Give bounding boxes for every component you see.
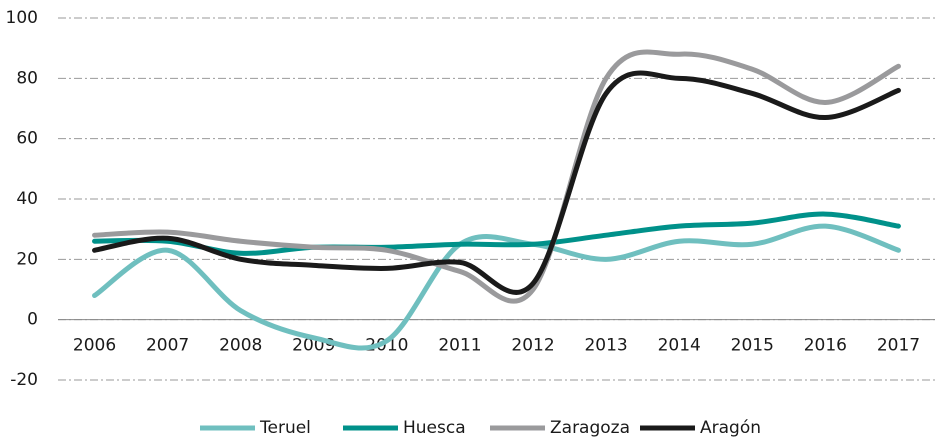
legend-label: Zaragoza <box>550 418 630 438</box>
series-line <box>92 223 901 351</box>
x-tick-label: 2014 <box>658 336 701 356</box>
x-tick-label: 2006 <box>73 336 116 356</box>
legend-label: Aragón <box>700 418 761 438</box>
y-tick-label: 0 <box>27 310 38 330</box>
x-tick-label: 2008 <box>219 336 262 356</box>
y-tick-label: 20 <box>16 249 38 269</box>
y-tick-label: 100 <box>6 8 38 28</box>
x-tick-label: 2012 <box>511 336 554 356</box>
series-line <box>92 49 901 304</box>
series-line <box>92 211 901 256</box>
y-tick-label: 60 <box>16 129 38 149</box>
legend-label: Huesca <box>403 418 466 438</box>
x-tick-label: 2016 <box>804 336 847 356</box>
y-tick-label: 80 <box>16 68 38 88</box>
x-tick-label: 2010 <box>365 336 408 356</box>
legend-label: Teruel <box>259 418 311 438</box>
x-tick-label: 2007 <box>146 336 189 356</box>
y-tick-label: 40 <box>16 189 38 209</box>
x-tick-label: 2011 <box>438 336 481 356</box>
y-tick-label: -20 <box>10 370 38 390</box>
x-tick-label: 2017 <box>877 336 920 356</box>
x-tick-label: 2015 <box>731 336 774 356</box>
series-line <box>92 70 901 295</box>
x-tick-label: 2013 <box>584 336 627 356</box>
